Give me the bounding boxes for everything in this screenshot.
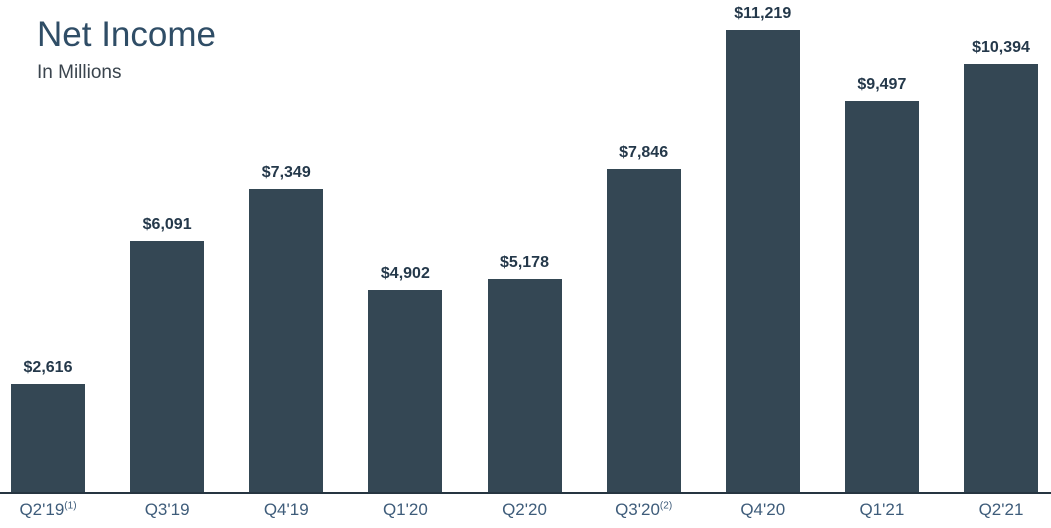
chart-title: Net Income: [37, 15, 216, 54]
bars-row: $2,616 $6,091 $7,349 $4,902 $5,178 $7,84…: [11, 5, 1038, 492]
x-axis-label-text: Q1'20: [382, 500, 428, 519]
x-axis-line: [0, 492, 1051, 494]
bar: [368, 290, 443, 492]
x-axis-label: Q2'21: [964, 500, 1038, 520]
x-axis-label: Q1'20: [368, 500, 442, 520]
bar-column: $11,219: [725, 5, 800, 492]
chart-header: Net Income In Millions: [37, 14, 216, 84]
bar-value-label: $2,616: [23, 359, 73, 376]
bar: [844, 101, 919, 492]
x-axis-label-text: Q2'20: [502, 500, 547, 519]
bar-column: $7,846: [606, 144, 681, 492]
bar: [487, 279, 562, 492]
bar: [964, 64, 1038, 492]
bar-value-label: $11,219: [734, 5, 792, 22]
x-axis-label-text: Q1'21: [859, 500, 905, 519]
x-axis-label: Q4'19: [249, 500, 323, 520]
x-axis-label: Q4'20: [726, 500, 800, 520]
bar-value-label: $4,902: [380, 265, 430, 282]
x-axis-label-text: Q3'20: [615, 500, 660, 519]
bar-column: $6,091: [130, 216, 205, 492]
x-axis-label-footnote: (1): [64, 500, 77, 512]
chart-subtitle: In Millions: [37, 62, 122, 83]
bar: [130, 241, 205, 492]
x-axis-label: Q2'20: [488, 500, 562, 520]
bar-column: $4,902: [368, 265, 443, 492]
bar-column: $2,616: [11, 359, 85, 492]
bar: [11, 384, 85, 492]
bar-value-label: $9,497: [857, 76, 907, 93]
bar-value-label: $7,846: [619, 144, 669, 161]
bar-column: $10,394: [964, 39, 1038, 492]
bar-chart: $2,616 $6,091 $7,349 $4,902 $5,178 $7,84…: [0, 5, 1051, 520]
bar-column: $7,349: [249, 164, 324, 492]
x-axis-label-text: Q2'19: [19, 500, 65, 519]
x-axis-labels-row: Q2'19(1) Q3'19 Q4'19 Q1'20 Q2'20 Q3'20(2) Q4'2…: [11, 500, 1038, 520]
x-axis-label-text: Q3'19: [144, 500, 190, 519]
bar-column: $5,178: [487, 254, 562, 492]
bar: [606, 169, 681, 492]
bar-value-label: $6,091: [142, 216, 192, 233]
bar-value-label: $10,394: [972, 39, 1030, 56]
x-axis-label: Q1'21: [845, 500, 919, 520]
bar-value-label: $5,178: [500, 254, 549, 271]
x-axis-label-text: Q2'21: [978, 500, 1024, 519]
x-axis-label: Q3'19: [130, 500, 204, 520]
bar: [725, 30, 800, 492]
bar-column: $9,497: [844, 76, 919, 492]
x-axis-label-text: Q4'20: [740, 500, 786, 519]
x-axis-label: Q2'19(1): [11, 500, 85, 520]
bar: [249, 189, 324, 492]
bar-value-label: $7,349: [261, 164, 311, 181]
x-axis-label: Q3'20(2): [607, 500, 681, 520]
x-axis-label-text: Q4'19: [263, 500, 309, 519]
x-axis-label-footnote: (2): [659, 500, 673, 512]
